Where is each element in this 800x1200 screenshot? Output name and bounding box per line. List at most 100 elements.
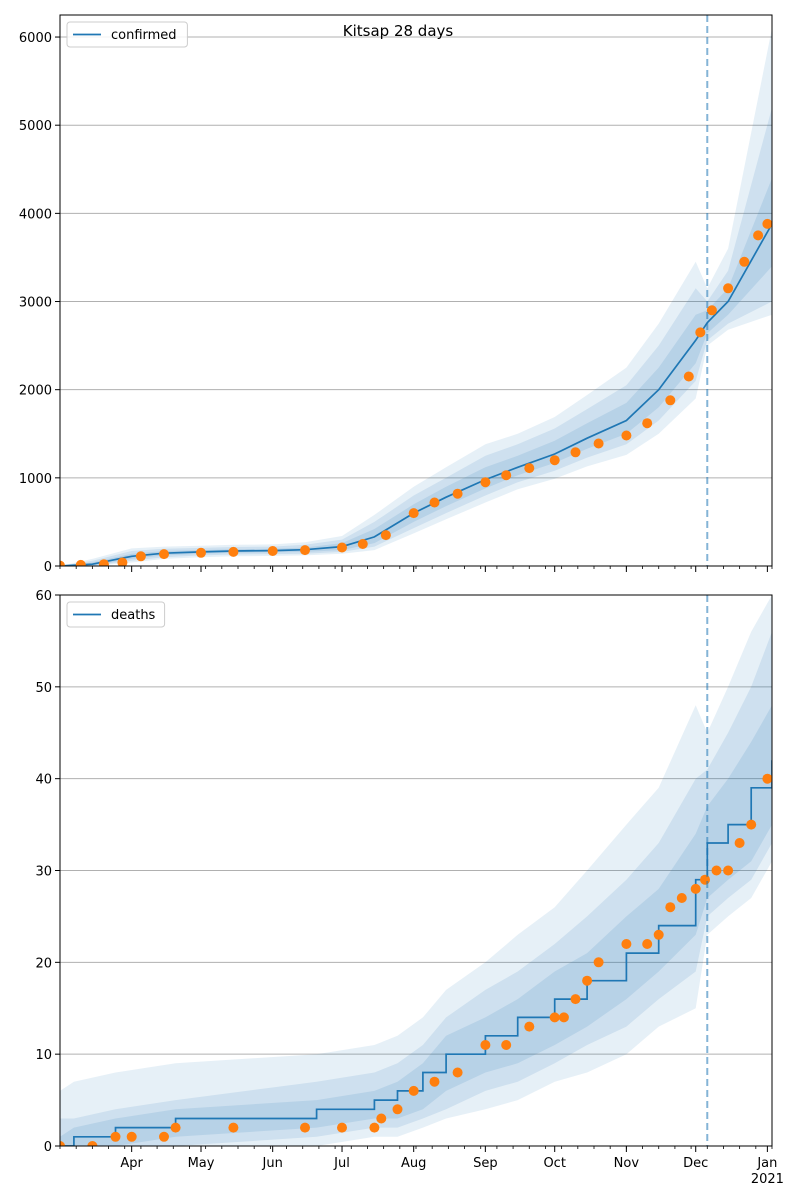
x-tick-label: Nov (614, 1156, 640, 1171)
confirmed-observed-point (452, 488, 463, 499)
confirmed-legend: confirmed (66, 21, 188, 48)
deaths-observed-point (723, 865, 734, 876)
y-tick-label: 0 (44, 560, 52, 575)
deaths-observed-point (126, 1131, 137, 1142)
deaths-observed-point (653, 929, 664, 940)
confirmed-observed-point (570, 447, 581, 458)
deaths-observed-point (392, 1104, 403, 1115)
confirmed-model-line (60, 223, 772, 566)
deaths-interval-band-3 (60, 595, 772, 1146)
deaths-observed-point (558, 1012, 569, 1023)
deaths-observed-point (376, 1113, 387, 1124)
y-tick-label: 2000 (19, 384, 52, 399)
x-tick-label: Aug (401, 1156, 426, 1171)
deaths-observed-point (690, 883, 701, 894)
confirmed-observed-point (408, 508, 419, 519)
legend-box (66, 21, 188, 48)
y-tick-label: 3000 (19, 296, 52, 311)
confirmed-observed-point (753, 230, 764, 241)
legend-box (66, 601, 166, 628)
confirmed-observed-point (665, 395, 676, 406)
deaths-observed-point (762, 773, 772, 784)
confirmed-observed-point (60, 560, 65, 566)
deaths-interval-band-1 (60, 705, 772, 1146)
y-tick-label: 50 (35, 681, 52, 696)
deaths-observed-point (700, 874, 710, 885)
deaths-observed-point (480, 1040, 491, 1050)
confirmed-observed-point (739, 256, 750, 267)
y-tick-label: 40 (35, 773, 52, 788)
deaths-observed-point (593, 957, 604, 968)
x-tick-label: Jun (262, 1156, 283, 1171)
deaths-observed-point (746, 819, 757, 830)
y-tick-label: 20 (35, 956, 52, 971)
deaths-panel: 0 10 20 30 40 50 60 Apr May Jun Jul Aug Sep Oct Nov Dec… (35, 589, 783, 1187)
deaths-legend: deaths (66, 601, 166, 628)
confirmed-interval-band-2 (60, 107, 772, 566)
deaths-interval-band-2 (60, 631, 772, 1146)
deaths-observed-point (642, 939, 653, 949)
confirmed-observed-point (723, 283, 734, 294)
y-tick-label: 30 (35, 865, 52, 880)
confirmed-observed-point (683, 371, 694, 382)
confirmed-observed-point (75, 559, 86, 566)
confirmed-panel: 0 1000 2000 3000 4000 5000 6000 confirmed (19, 14, 773, 575)
deaths-observed-point (501, 1040, 512, 1050)
confirmed-axes-frame (59, 14, 773, 567)
confirmed-observed-point (300, 545, 310, 556)
deaths-observed-point (170, 1122, 181, 1133)
confirmed-observed-point (762, 218, 772, 229)
confirmed-observed-point (267, 546, 278, 556)
deaths-observed-point (110, 1131, 121, 1142)
deaths-observed-point (87, 1141, 98, 1146)
legend-label: deaths (111, 608, 156, 623)
confirmed-observed-point (695, 327, 706, 338)
deaths-observed-point (665, 902, 676, 913)
y-tick-label: 4000 (19, 207, 52, 222)
confirmed-observed-point (228, 546, 239, 557)
deaths-observed-point (60, 1141, 65, 1146)
y-tick-label: 10 (35, 1048, 52, 1063)
x-tick-label: May (188, 1156, 215, 1171)
confirmed-observed-point (98, 559, 109, 566)
confirmed-observed-point (621, 430, 632, 441)
deaths-model-line (60, 760, 772, 1146)
deaths-observed-point (570, 994, 581, 1005)
confirmed-observed-point (706, 305, 717, 316)
x-tick-label: Dec (683, 1156, 708, 1171)
x-tick-label: Apr (120, 1156, 143, 1171)
chart-title: Kitsap 28 days (343, 22, 454, 40)
confirmed-observed-point (357, 539, 368, 549)
legend-label: confirmed (111, 28, 177, 43)
confirmed-observed-point (524, 463, 535, 474)
confirmed-observed-point (501, 470, 512, 481)
confirmed-observed-point (135, 551, 146, 562)
confirmed-observed-point (549, 455, 560, 466)
deaths-observed-point (524, 1021, 535, 1032)
confirmed-observed-point (117, 557, 128, 566)
deaths-observed-point (337, 1122, 347, 1133)
deaths-observed-point (300, 1122, 310, 1133)
confirmed-interval-band-3 (60, 28, 772, 566)
deaths-observed-point (159, 1131, 169, 1142)
x-tick-label: Oct (543, 1156, 565, 1171)
confirmed-interval-band-1 (60, 178, 772, 566)
confirmed-observed-point (642, 418, 653, 429)
y-tick-label: 0 (44, 1140, 52, 1155)
y-tick-label: 60 (35, 589, 52, 604)
y-tick-label: 1000 (19, 472, 52, 487)
deaths-observed-point (676, 893, 687, 903)
deaths-observed-point (582, 975, 593, 986)
confirmed-observed-point (380, 530, 391, 541)
y-tick-label: 6000 (19, 31, 52, 46)
deaths-observed-point (408, 1085, 419, 1096)
deaths-observed-point (429, 1076, 440, 1087)
confirmed-observed-point (593, 438, 604, 449)
x-tick-label: Sep (473, 1156, 498, 1171)
x-tick-label: Jul (333, 1156, 350, 1171)
deaths-observed-point (452, 1067, 463, 1078)
confirmed-observed-point (480, 477, 491, 488)
x-year-label: 2021 (751, 1172, 784, 1187)
confirmed-observed-point (429, 497, 440, 508)
